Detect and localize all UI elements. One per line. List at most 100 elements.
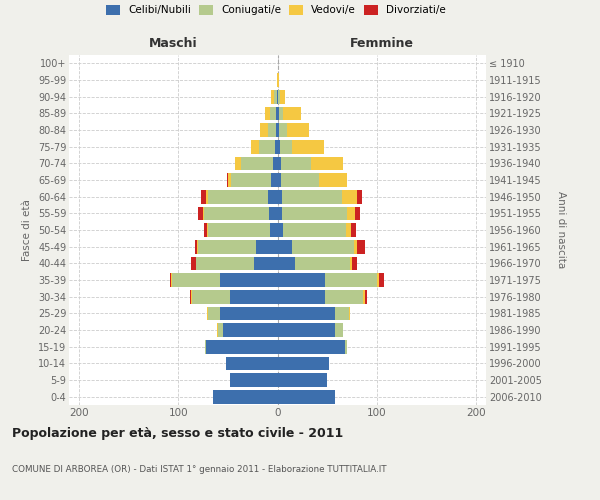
Bar	[268, 190, 277, 203]
Bar	[281, 156, 311, 170]
Bar	[379, 273, 384, 287]
Bar	[198, 240, 256, 254]
Bar	[283, 106, 301, 120]
Bar	[171, 273, 172, 287]
Bar	[335, 323, 343, 337]
Bar	[357, 190, 362, 203]
Bar	[207, 306, 208, 320]
Bar	[275, 106, 277, 120]
Bar	[195, 240, 197, 254]
Bar	[191, 290, 192, 304]
Bar	[206, 190, 208, 203]
Bar	[190, 290, 191, 304]
Bar	[277, 173, 281, 187]
Bar	[191, 256, 196, 270]
Bar	[278, 90, 280, 104]
Bar	[277, 356, 329, 370]
Bar	[277, 273, 325, 287]
Bar	[277, 123, 280, 137]
Bar	[265, 106, 269, 120]
Bar	[228, 173, 231, 187]
Bar	[292, 240, 354, 254]
Bar	[277, 340, 345, 353]
Bar	[346, 223, 351, 237]
Bar	[325, 273, 377, 287]
Bar	[220, 306, 277, 320]
Bar	[207, 223, 208, 237]
Bar	[325, 290, 363, 304]
Bar	[259, 140, 275, 153]
Bar	[283, 223, 346, 237]
Bar	[365, 290, 367, 304]
Bar	[342, 190, 357, 203]
Bar	[204, 223, 207, 237]
Bar	[198, 206, 203, 220]
Bar	[277, 106, 280, 120]
Bar	[349, 306, 350, 320]
Bar	[350, 256, 352, 270]
Bar	[271, 173, 277, 187]
Bar	[277, 256, 295, 270]
Bar	[201, 190, 206, 203]
Bar	[268, 123, 275, 137]
Bar	[363, 290, 365, 304]
Bar	[204, 206, 269, 220]
Y-axis label: Fasce di età: Fasce di età	[22, 199, 32, 261]
Text: Maschi: Maschi	[149, 37, 197, 50]
Bar	[208, 223, 269, 237]
Bar	[218, 323, 223, 337]
Bar	[354, 240, 357, 254]
Bar	[347, 206, 355, 220]
Bar	[283, 206, 347, 220]
Bar	[292, 140, 324, 153]
Bar	[269, 106, 275, 120]
Bar	[280, 123, 287, 137]
Bar	[205, 340, 206, 353]
Bar	[352, 256, 357, 270]
Bar	[311, 156, 343, 170]
Bar	[277, 206, 283, 220]
Bar	[208, 306, 220, 320]
Bar	[277, 190, 283, 203]
Bar	[277, 390, 335, 404]
Bar	[196, 256, 254, 270]
Bar	[277, 90, 278, 104]
Bar	[272, 156, 277, 170]
Bar	[192, 290, 230, 304]
Bar	[283, 190, 342, 203]
Bar	[274, 90, 277, 104]
Bar	[254, 256, 277, 270]
Bar	[287, 123, 309, 137]
Bar	[227, 173, 228, 187]
Bar	[277, 73, 280, 87]
Bar	[271, 90, 274, 104]
Bar	[277, 323, 335, 337]
Bar	[277, 373, 327, 387]
Bar	[319, 173, 347, 187]
Bar	[277, 240, 292, 254]
Bar	[260, 123, 268, 137]
Bar	[335, 306, 349, 320]
Bar	[277, 140, 280, 153]
Bar	[277, 223, 283, 237]
Bar	[377, 273, 379, 287]
Bar	[213, 390, 277, 404]
Bar	[197, 240, 198, 254]
Bar	[295, 256, 350, 270]
Bar	[235, 156, 241, 170]
Bar	[277, 290, 325, 304]
Bar	[203, 206, 204, 220]
Bar	[170, 273, 171, 287]
Bar	[280, 106, 283, 120]
Legend: Celibi/Nubili, Coniugati/e, Vedovi/e, Divorziati/e: Celibi/Nubili, Coniugati/e, Vedovi/e, Di…	[106, 5, 446, 15]
Bar	[251, 140, 259, 153]
Bar	[281, 173, 319, 187]
Bar	[230, 373, 277, 387]
Bar	[226, 356, 277, 370]
Bar	[231, 173, 271, 187]
Bar	[223, 323, 277, 337]
Bar	[217, 323, 218, 337]
Bar	[208, 190, 268, 203]
Text: Popolazione per età, sesso e stato civile - 2011: Popolazione per età, sesso e stato civil…	[12, 428, 343, 440]
Bar	[220, 273, 277, 287]
